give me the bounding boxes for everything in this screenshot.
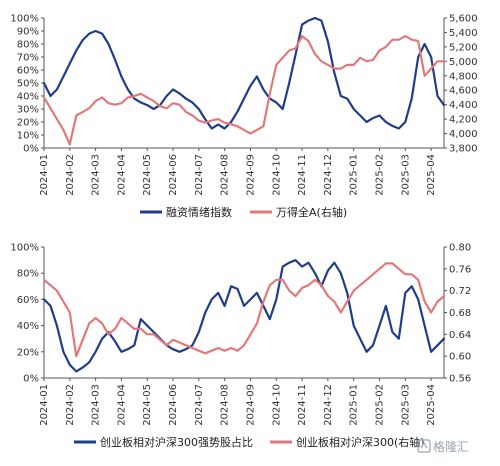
- left-tick-label: 100%: [10, 14, 39, 25]
- x-tick-label: 2024-07: [194, 154, 205, 196]
- series-line-2: [42, 262, 446, 358]
- x-tick-label: 2024-08: [220, 154, 231, 196]
- right-tick-label: 0.56: [449, 374, 471, 385]
- watermark: 格隆汇: [417, 439, 469, 454]
- legend-label-1: 创业板相对沪深300强势股占比: [100, 435, 253, 449]
- x-tick-label: 2025-04: [426, 154, 437, 196]
- x-tick-label: 2024-03: [91, 154, 102, 196]
- left-tick-label: 20%: [17, 347, 39, 358]
- right-tick-label: 0.80: [449, 243, 471, 254]
- right-tick-label: 5,400: [449, 28, 478, 39]
- left-tick-label: 80%: [17, 269, 39, 280]
- left-tick-label: 30%: [17, 105, 39, 116]
- left-tick-label: 40%: [17, 92, 39, 103]
- x-tick-label: 2025-03: [400, 154, 411, 196]
- x-tick-label: 2025-02: [374, 154, 385, 196]
- x-tick-label: 2024-12: [323, 384, 334, 426]
- x-tick-label: 2024-06: [168, 384, 179, 426]
- left-tick-label: 40%: [17, 321, 39, 332]
- x-tick-label: 2024-10: [271, 154, 282, 196]
- left-tick-label: 60%: [17, 66, 39, 77]
- right-tick-label: 0.60: [449, 352, 471, 363]
- x-tick-label: 2025-04: [426, 384, 437, 426]
- x-tick-label: 2024-12: [323, 154, 334, 196]
- right-tick-label: 4,000: [449, 129, 478, 140]
- x-tick-label: 2025-01: [349, 154, 360, 196]
- series-line-1: [42, 259, 446, 373]
- x-tick-label: 2025-03: [400, 384, 411, 426]
- x-tick-label: 2024-02: [65, 154, 76, 196]
- left-tick-label: 0%: [23, 374, 39, 385]
- right-tick-label: 0.64: [449, 330, 471, 341]
- chart-chinext-vs-csi300: 0% 20% 40% 60% 80% 100% 0.56 0.60 0.64 0.68 0.72 0.…: [10, 243, 471, 450]
- x-tick-label: 2024-06: [168, 154, 179, 196]
- x-tick-label: 2025-02: [374, 384, 385, 426]
- x-tick-label: 2024-05: [142, 384, 153, 426]
- left-tick-label: 20%: [17, 118, 39, 129]
- legend-label-1: 融资情绪指数: [166, 205, 232, 219]
- right-tick-label: 0.68: [449, 308, 471, 319]
- x-tick-label: 2024-10: [271, 384, 282, 426]
- right-tick-label: 5,000: [449, 57, 478, 68]
- x-tick-label: 2024-05: [142, 154, 153, 196]
- x-tick-label: 2024-07: [194, 384, 205, 426]
- legend-label-2: 创业板相对沪深300(右轴): [296, 435, 425, 449]
- x-tick-label: 2024-04: [116, 154, 127, 196]
- left-tick-label: 100%: [10, 243, 39, 254]
- right-tick-label: 4,400: [449, 100, 478, 111]
- watermark-text: 格隆汇: [433, 439, 469, 454]
- x-tick-label: 2024-04: [116, 384, 127, 426]
- legend: 融资情绪指数 万得全A(右轴): [140, 205, 347, 219]
- x-tick-label: 2024-03: [91, 384, 102, 426]
- x-tick-label: 2024-09: [245, 154, 256, 196]
- x-tick-label: 2024-11: [297, 384, 308, 426]
- x-tick-label: 2024-09: [245, 384, 256, 426]
- left-tick-label: 70%: [17, 53, 39, 64]
- x-tick-label: 2024-01: [39, 154, 50, 196]
- left-tick-label: 60%: [17, 295, 39, 306]
- right-tick-label: 4,200: [449, 115, 478, 126]
- x-tick-label: 2024-11: [297, 154, 308, 196]
- x-tick-label: 2025-01: [349, 384, 360, 426]
- left-tick-label: 0%: [23, 144, 39, 155]
- right-tick-label: 0.72: [449, 286, 471, 297]
- right-tick-label: 4,800: [449, 71, 478, 82]
- right-tick-label: 4,600: [449, 86, 478, 97]
- x-tick-label: 2024-02: [65, 384, 76, 426]
- chart-financing-sentiment: 0% 10% 20% 30% 40% 50% 60% 70% 80% 90% 100% 3,800 4,…: [10, 14, 477, 220]
- x-tick-label: 2024-08: [220, 384, 231, 426]
- right-tick-label: 5,600: [449, 14, 478, 25]
- right-tick-label: 0.76: [449, 264, 471, 275]
- right-tick-label: 3,800: [449, 144, 478, 155]
- series-line-2: [42, 34, 446, 146]
- x-tick-label: 2024-01: [39, 384, 50, 426]
- right-tick-label: 5,200: [449, 42, 478, 53]
- left-tick-label: 50%: [17, 79, 39, 90]
- legend: 创业板相对沪深300强势股占比 创业板相对沪深300(右轴): [74, 435, 425, 449]
- left-tick-label: 80%: [17, 40, 39, 51]
- left-tick-label: 10%: [17, 131, 39, 142]
- gelonghui-logo-icon: [417, 439, 431, 453]
- left-tick-label: 90%: [17, 27, 39, 38]
- legend-label-2: 万得全A(右轴): [276, 205, 347, 219]
- series-line-1: [42, 16, 446, 130]
